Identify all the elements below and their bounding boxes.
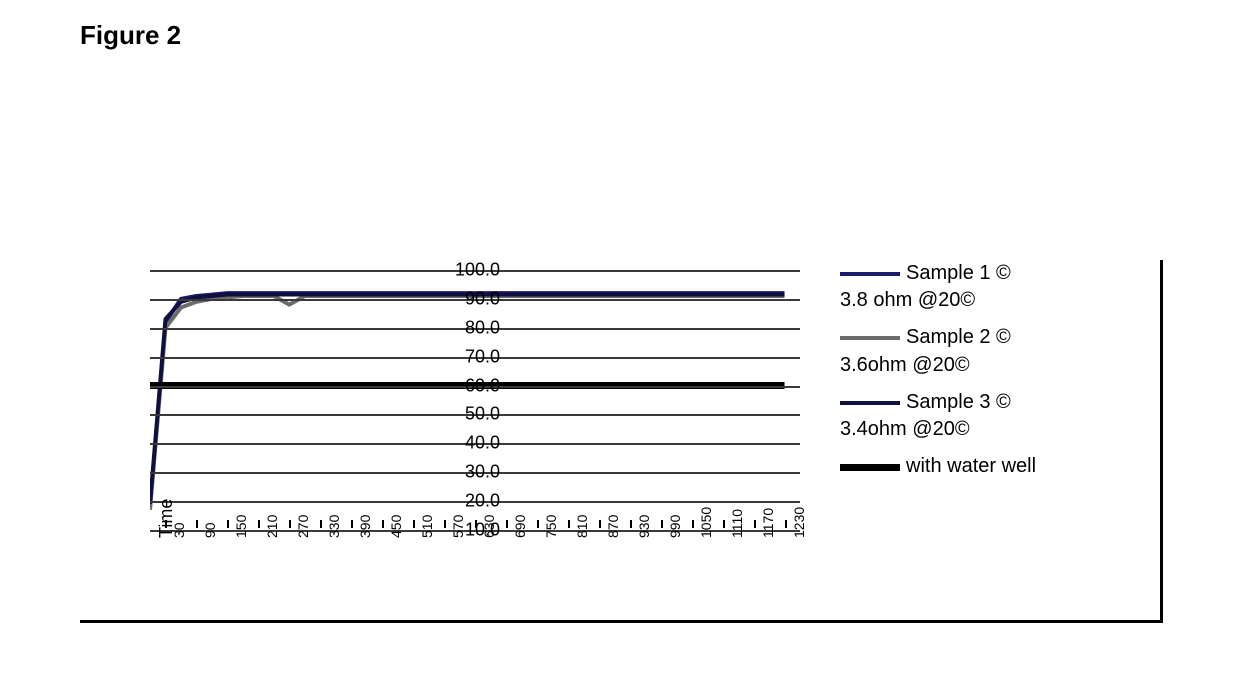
x-tick-mark — [382, 520, 384, 528]
x-tick-mark — [289, 520, 291, 528]
x-tick-label: 990 — [667, 515, 683, 538]
x-tick-mark — [692, 520, 694, 528]
x-tick-mark — [413, 520, 415, 528]
x-tick-label: 390 — [357, 515, 373, 538]
x-tick-mark — [444, 520, 446, 528]
legend-swatch — [840, 464, 900, 471]
x-tick-label: 330 — [326, 515, 342, 538]
x-tick-mark — [537, 520, 539, 528]
x-tick-label: 810 — [574, 515, 590, 538]
y-tick-label: 60.0 — [440, 375, 500, 396]
x-tick-label: 270 — [295, 515, 311, 538]
y-tick-label: 90.0 — [440, 288, 500, 309]
x-tick-label: 1050 — [698, 507, 714, 538]
x-tick-mark — [506, 520, 508, 528]
x-tick-mark — [258, 520, 260, 528]
legend-label: Sample 3 ©3.4ohm @20© — [840, 391, 1011, 440]
x-tick-label: 930 — [636, 515, 652, 538]
x-tick-label: 570 — [450, 515, 466, 538]
x-tick-label: 150 — [233, 515, 249, 538]
legend-label: with water well — [906, 456, 1036, 478]
x-tick-label: 870 — [605, 515, 621, 538]
legend-label: Sample 1 ©3.8 ohm @20© — [840, 262, 1011, 311]
legend-item: Sample 1 ©3.8 ohm @20© — [840, 260, 1140, 314]
x-tick-label: 750 — [543, 515, 559, 538]
legend-swatch — [840, 336, 900, 340]
legend-item: Sample 3 ©3.4ohm @20© — [840, 389, 1140, 443]
x-tick-mark — [351, 520, 353, 528]
x-tick-label: 90 — [202, 522, 218, 538]
y-tick-label: 100.0 — [440, 260, 500, 281]
x-tick-mark — [475, 520, 477, 528]
x-tick-mark — [227, 520, 229, 528]
legend-label: Sample 2 ©3.6ohm @20© — [840, 327, 1011, 376]
x-tick-label: 1230 — [791, 507, 807, 538]
chart-frame: Sample 1 ©3.8 ohm @20© Sample 2 ©3.6ohm @… — [80, 260, 1163, 623]
page: Figure 2 Sample 1 ©3.8 ohm @20© Sample 2 … — [0, 0, 1240, 700]
x-tick-mark — [630, 520, 632, 528]
x-tick-label: 690 — [512, 515, 528, 538]
x-tick-label: 30 — [171, 522, 187, 538]
x-tick-mark — [196, 520, 198, 528]
legend: Sample 1 ©3.8 ohm @20© Sample 2 ©3.6ohm @… — [840, 260, 1140, 491]
x-tick-label: 1170 — [760, 508, 776, 538]
x-tick-label: 630 — [481, 515, 497, 538]
x-tick-label: 510 — [419, 515, 435, 538]
y-tick-label: 40.0 — [440, 433, 500, 454]
x-tick-label: 450 — [388, 515, 404, 538]
y-tick-label: 30.0 — [440, 462, 500, 483]
y-tick-label: 20.0 — [440, 491, 500, 512]
x-tick-mark — [165, 520, 167, 528]
figure-title: Figure 2 — [80, 20, 181, 51]
x-tick-mark — [320, 520, 322, 528]
x-tick-mark — [785, 520, 787, 528]
x-tick-mark — [723, 520, 725, 528]
x-tick-mark — [568, 520, 570, 528]
x-tick-mark — [599, 520, 601, 528]
x-tick-mark — [661, 520, 663, 528]
y-tick-label: 50.0 — [440, 404, 500, 425]
y-tick-label: 70.0 — [440, 346, 500, 367]
legend-item: Sample 2 ©3.6ohm @20© — [840, 324, 1140, 378]
x-tick-mark — [754, 520, 756, 528]
y-tick-label: 80.0 — [440, 317, 500, 338]
legend-item: with water well — [840, 453, 1140, 480]
legend-swatch — [840, 272, 900, 276]
legend-swatch — [840, 401, 900, 405]
x-tick-label: 1110 — [729, 509, 745, 538]
x-tick-label: 210 — [264, 515, 280, 538]
